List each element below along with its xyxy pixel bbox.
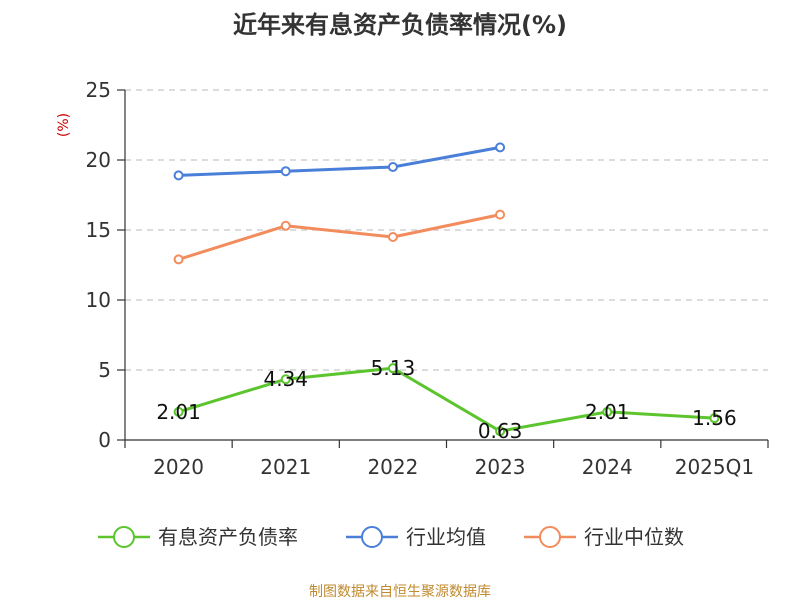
data-label: 1.56 [692, 406, 737, 430]
series-line [178, 145, 501, 177]
legend-label: 行业中位数 [584, 525, 684, 549]
series-line [178, 213, 501, 261]
y-axis-unit-label: (%) [56, 113, 72, 137]
axes: 0 5 10 15 20 25 2020 2021 2022 2023 2024 2025Q1 [86, 78, 769, 479]
data-point [387, 162, 398, 172]
x-tick-label: 2021 [260, 455, 311, 479]
x-tick-label: 2025Q1 [675, 455, 754, 479]
data-label: 2.01 [585, 400, 630, 424]
data-point [495, 426, 506, 437]
y-tick-label: 10 [86, 288, 111, 312]
data-point [387, 363, 398, 374]
data-point [495, 209, 506, 220]
data-point [387, 232, 398, 242]
data-point [173, 254, 184, 265]
gridlines [125, 89, 768, 371]
data-point [495, 142, 506, 153]
series-lines [173, 142, 720, 437]
data-label: 0.63 [478, 419, 523, 443]
data-point [280, 166, 291, 177]
y-tick-label: 5 [98, 358, 111, 382]
data-label: 5.13 [371, 356, 416, 380]
y-tick-label: 0 [98, 428, 111, 452]
legend-marker [539, 526, 561, 548]
x-tick-label: 2020 [153, 455, 204, 479]
data-label: 4.34 [263, 367, 308, 391]
legend-marker [113, 526, 135, 548]
x-tick-label: 2022 [367, 455, 418, 479]
data-point [173, 170, 184, 181]
data-label: 2.01 [156, 400, 201, 424]
series-line [178, 366, 715, 433]
legend-label: 有息资产负债率 [158, 525, 298, 549]
legend: 有息资产负债率 行业均值 行业中位数 [98, 525, 684, 549]
chart-title: 近年来有息资产负债率情况(%) [233, 11, 567, 39]
legend-label: 行业均值 [406, 525, 486, 549]
y-tick-label: 15 [86, 218, 111, 242]
data-point [709, 413, 720, 424]
y-tick-label: 20 [86, 148, 111, 172]
data-point [280, 374, 291, 385]
data-labels: 2.01 4.34 5.13 0.63 2.01 1.56 [156, 356, 736, 443]
source-note: 制图数据来自恒生聚源数据库 [309, 584, 491, 600]
x-tick-label: 2024 [582, 455, 633, 479]
x-tick-label: 2023 [475, 455, 526, 479]
y-tick-label: 25 [86, 78, 111, 102]
data-point [602, 406, 613, 417]
data-point [173, 406, 184, 417]
data-point [280, 220, 291, 231]
legend-marker [361, 526, 383, 548]
